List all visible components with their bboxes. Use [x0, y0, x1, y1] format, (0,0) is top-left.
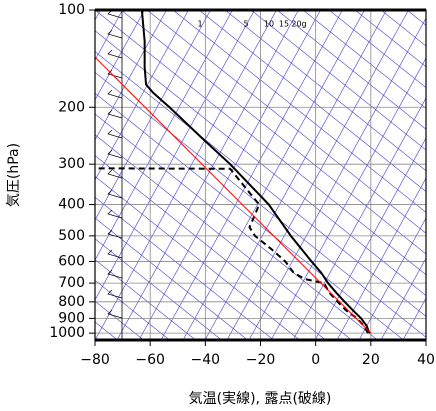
adiabat-line — [172, 10, 426, 213]
adiabat-line — [146, 10, 426, 234]
mixing-ratio-label: 10 — [264, 20, 274, 29]
wind-barb — [107, 69, 123, 79]
adiabat-line — [120, 10, 426, 255]
adiabat-line — [95, 92, 404, 340]
isotherm-line — [314, 137, 426, 340]
adiabat-line — [198, 10, 426, 192]
isotherm-line — [95, 10, 211, 221]
isotherm-line — [95, 10, 189, 181]
adiabat-line — [95, 238, 222, 340]
adiabat-line — [95, 259, 196, 340]
profile-line — [97, 167, 369, 334]
wind-barb — [107, 269, 123, 279]
x-tick-label: 20 — [362, 352, 380, 368]
adiabat-line — [406, 10, 426, 26]
y-tick-label: 200 — [58, 99, 85, 115]
isotherm-line — [95, 10, 167, 141]
adiabat-line — [95, 176, 300, 340]
adiabat-line — [95, 72, 426, 338]
y-tick-label: 600 — [58, 253, 85, 269]
isotherm-line — [380, 257, 426, 340]
isotherm-line — [270, 57, 426, 340]
adiabat-line — [95, 196, 274, 340]
adiabat-line — [95, 155, 326, 340]
adiabat-line — [328, 10, 426, 88]
x-tick-label: 40 — [417, 352, 435, 368]
adiabat-line — [95, 280, 170, 340]
wind-barb — [107, 29, 123, 39]
isotherm-line — [204, 10, 387, 340]
reference-lines — [95, 10, 426, 340]
adiabat-line — [95, 217, 248, 340]
x-axis-label: 気温(実線), 露点(破線) — [189, 391, 332, 407]
adiabat-line — [95, 30, 426, 296]
adiabat-line — [224, 10, 426, 172]
y-axis-label: 気圧(hPa) — [6, 143, 22, 207]
wind-barb — [107, 229, 123, 239]
wind-barb — [107, 209, 123, 219]
adiabat-line — [354, 10, 426, 68]
profile-line — [95, 56, 372, 334]
adiabat-line — [302, 10, 426, 109]
adiabat-line — [95, 51, 426, 317]
wind-barb — [107, 289, 123, 299]
isotherm-line — [95, 10, 277, 340]
x-tick-label: −80 — [80, 352, 110, 368]
y-tick-label: 1000 — [49, 325, 85, 341]
y-tick-label: 300 — [58, 156, 85, 172]
wind-barb — [107, 309, 123, 319]
wind-barb — [107, 49, 123, 59]
y-tick-label: 900 — [58, 310, 85, 326]
isotherm-line — [182, 10, 365, 340]
x-tick-label: −40 — [191, 352, 221, 368]
wind-barb — [107, 149, 123, 159]
adiabat-line — [95, 113, 378, 340]
isotherm-line — [160, 10, 343, 340]
wind-barb — [107, 89, 123, 99]
isotherm-line — [116, 10, 299, 340]
isotherm-line — [95, 10, 233, 261]
isotherm-line — [358, 217, 426, 340]
y-tick-label: 500 — [58, 228, 85, 244]
mixing-ratio-label: 5 — [243, 20, 248, 29]
adiabat-line — [95, 134, 352, 340]
wind-barb — [107, 249, 123, 259]
wind-barb — [107, 169, 123, 179]
y-tick-label: 800 — [58, 294, 85, 310]
isotherm-line — [95, 10, 145, 101]
adiabat-line — [95, 10, 426, 276]
isotherm-line — [138, 10, 321, 340]
isotherm-line — [226, 10, 409, 340]
wind-barb — [107, 129, 123, 139]
y-tick-label: 100 — [58, 2, 85, 18]
isotherm-line — [248, 17, 426, 340]
mixing-ratio-label: 15 — [279, 20, 289, 29]
x-tick-label: 0 — [311, 352, 320, 368]
x-tick-label: −60 — [135, 352, 165, 368]
isotherm-line — [424, 337, 426, 340]
wind-barb — [107, 109, 123, 119]
isotherm-line — [336, 177, 426, 340]
isotherm-line — [95, 10, 255, 301]
wind-barb — [107, 189, 123, 199]
mixing-ratio-label: 1 — [197, 20, 202, 29]
x-tick-label: −20 — [246, 352, 276, 368]
mixing-ratio-label: 20g — [291, 20, 306, 29]
adiabat-line — [250, 10, 426, 151]
y-tick-label: 400 — [58, 197, 85, 213]
y-tick-label: 700 — [58, 275, 85, 291]
profile-line — [140, 10, 371, 334]
adiabat-line — [276, 10, 426, 130]
